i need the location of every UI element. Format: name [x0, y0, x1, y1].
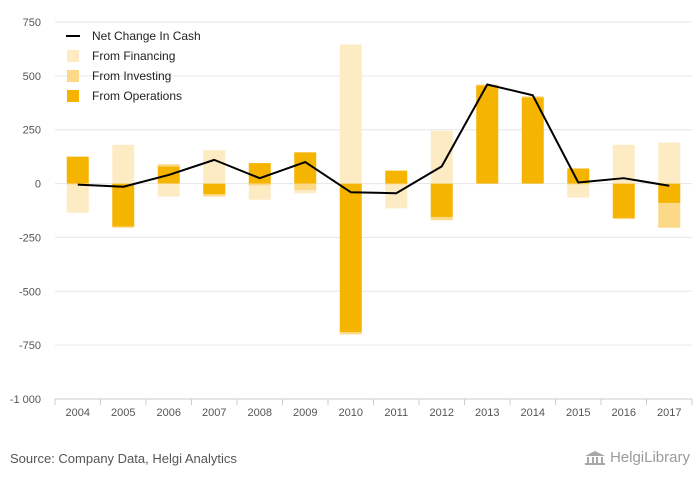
bar-from-operations-2004 — [66, 156, 89, 184]
x-tick-label: 2017 — [657, 407, 681, 419]
bar-from-financing-2006 — [157, 183, 180, 197]
y-axis: 750 500 250 0 -250 -500 -750 -1 000 — [10, 17, 41, 406]
bar-from-operations-2012 — [430, 183, 453, 217]
bar-from-investing-2006 — [157, 164, 180, 167]
source-note: Source: Company Data, Helgi Analytics — [10, 451, 237, 466]
y-tick-label: 250 — [23, 125, 41, 137]
bar-from-investing-2016 — [612, 218, 635, 220]
y-tick-label: 750 — [23, 17, 41, 29]
bar-from-financing-2007 — [203, 150, 226, 184]
y-tick-label: -250 — [19, 232, 41, 244]
x-axis: 2004 2005 2006 2007 2008 2009 2010 2011 2012 2013… — [54, 398, 693, 419]
x-tick-label: 2008 — [248, 407, 272, 419]
bar-from-operations-2008 — [248, 163, 271, 184]
legend-label: Net Change In Cash — [92, 29, 201, 43]
y-tick-label: -750 — [19, 340, 41, 352]
bar-from-operations-2007 — [203, 183, 226, 195]
bar-from-operations-2014 — [521, 97, 544, 184]
bar-from-financing-2005 — [112, 144, 135, 184]
legend-swatch — [67, 90, 79, 102]
bar-from-operations-2017 — [658, 183, 681, 203]
x-tick-label: 2010 — [339, 407, 363, 419]
bar-from-investing-2012 — [430, 216, 453, 221]
bar-from-investing-2007 — [203, 194, 226, 197]
y-tick-label: -1 000 — [10, 394, 41, 406]
bar-from-investing-2004 — [66, 183, 89, 185]
bar-from-operations-2010 — [339, 183, 362, 333]
brand-logo: HelgiLibrary — [584, 449, 690, 466]
bar-from-financing-2016 — [612, 144, 635, 184]
library-building-icon — [584, 450, 605, 465]
bar-from-investing-2011 — [385, 183, 408, 185]
x-tick-label: 2007 — [202, 407, 226, 419]
x-tick-label: 2004 — [66, 407, 90, 419]
bar-from-operations-2016 — [612, 183, 635, 219]
x-tick-label: 2011 — [384, 407, 408, 419]
bar-from-operations-2013 — [476, 85, 499, 184]
bar-from-financing-2017 — [658, 142, 681, 184]
x-tick-label: 2012 — [430, 407, 454, 419]
bar-from-financing-2009 — [294, 190, 317, 194]
bar-from-investing-2008 — [248, 183, 271, 186]
bar-from-investing-2005 — [112, 226, 135, 228]
bar-from-operations-2011 — [385, 170, 408, 184]
y-tick-label: -500 — [19, 286, 41, 298]
x-tick-label: 2009 — [293, 407, 317, 419]
bar-from-investing-2015 — [567, 183, 590, 185]
bar-from-operations-2009 — [294, 152, 317, 184]
brand-name: HelgiLibrary — [609, 449, 690, 466]
net-change-line-layer — [77, 83, 670, 195]
bar-from-investing-2010 — [339, 332, 362, 335]
legend-swatch — [67, 70, 79, 82]
legend-swatch — [67, 50, 79, 62]
bar-from-financing-2015 — [567, 184, 590, 198]
bar-from-investing-2017 — [658, 202, 681, 228]
legend-label: From Operations — [92, 89, 182, 103]
bar-from-financing-2008 — [248, 185, 271, 200]
bar-from-financing-2012 — [430, 130, 453, 184]
x-tick-label: 2006 — [157, 407, 181, 419]
bar-from-investing-2009 — [294, 183, 317, 191]
x-tick-label: 2015 — [566, 407, 590, 419]
net-change-line — [77, 83, 670, 195]
x-tick-label: 2013 — [475, 407, 499, 419]
legend-label: From Investing — [92, 69, 171, 83]
y-tick-label: 0 — [35, 179, 41, 191]
x-tick-label: 2016 — [612, 407, 636, 419]
legend-label: From Financing — [92, 49, 175, 63]
x-tick-label: 2005 — [111, 407, 135, 419]
y-tick-label: 500 — [23, 71, 41, 83]
bar-from-financing-2010 — [339, 44, 362, 184]
legend: Net Change In Cash From Financing From Inv… — [66, 29, 201, 103]
x-tick-label: 2014 — [521, 407, 545, 419]
bar-from-operations-2005 — [112, 183, 135, 227]
bar-from-financing-2004 — [66, 184, 89, 213]
